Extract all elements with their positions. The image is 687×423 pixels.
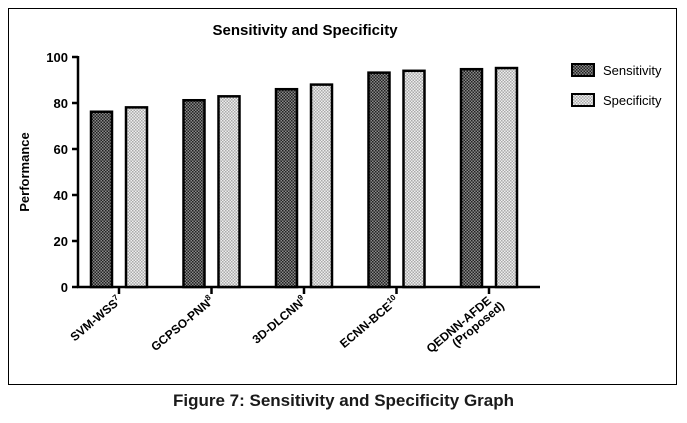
bar-sensitivity	[89, 110, 114, 289]
bar-specificity	[402, 69, 426, 289]
legend-label-sensitivity: Sensitivity	[603, 63, 662, 78]
figure-frame	[8, 8, 677, 385]
y-tick-label: 40	[54, 188, 68, 203]
y-tick-label: 20	[54, 234, 68, 249]
y-axis-label: Performance	[17, 132, 32, 211]
bar-sensitivity	[274, 87, 299, 289]
y-tick-label: 0	[61, 280, 68, 295]
legend-swatch-sensitivity	[571, 63, 595, 77]
bar-sensitivity	[182, 98, 206, 289]
bar-sensitivity	[367, 71, 391, 289]
x-tick-label: 3D-DLCNN9	[249, 292, 309, 346]
bar-sensitivity	[459, 67, 484, 289]
x-tick-label: GCPSO-PNN8	[148, 292, 217, 353]
x-tick-label: SVM-WSS7	[67, 292, 124, 344]
chart-title: Sensitivity and Specificity	[212, 22, 398, 39]
x-tick-label: ECNN-BCE10	[336, 292, 401, 350]
bar-specificity	[309, 83, 334, 289]
y-tick-label: 100	[46, 50, 68, 65]
y-tick-label: 60	[54, 142, 68, 157]
y-tick-label: 80	[54, 96, 68, 111]
bar-specificity	[494, 66, 519, 289]
bar-specificity	[124, 106, 149, 289]
bar-specificity	[217, 95, 241, 289]
legend-label-specificity: Specificity	[603, 93, 662, 108]
legend-swatch-specificity	[571, 93, 595, 107]
figure-caption: Figure 7: Sensitivity and Specificity Gr…	[172, 391, 515, 410]
